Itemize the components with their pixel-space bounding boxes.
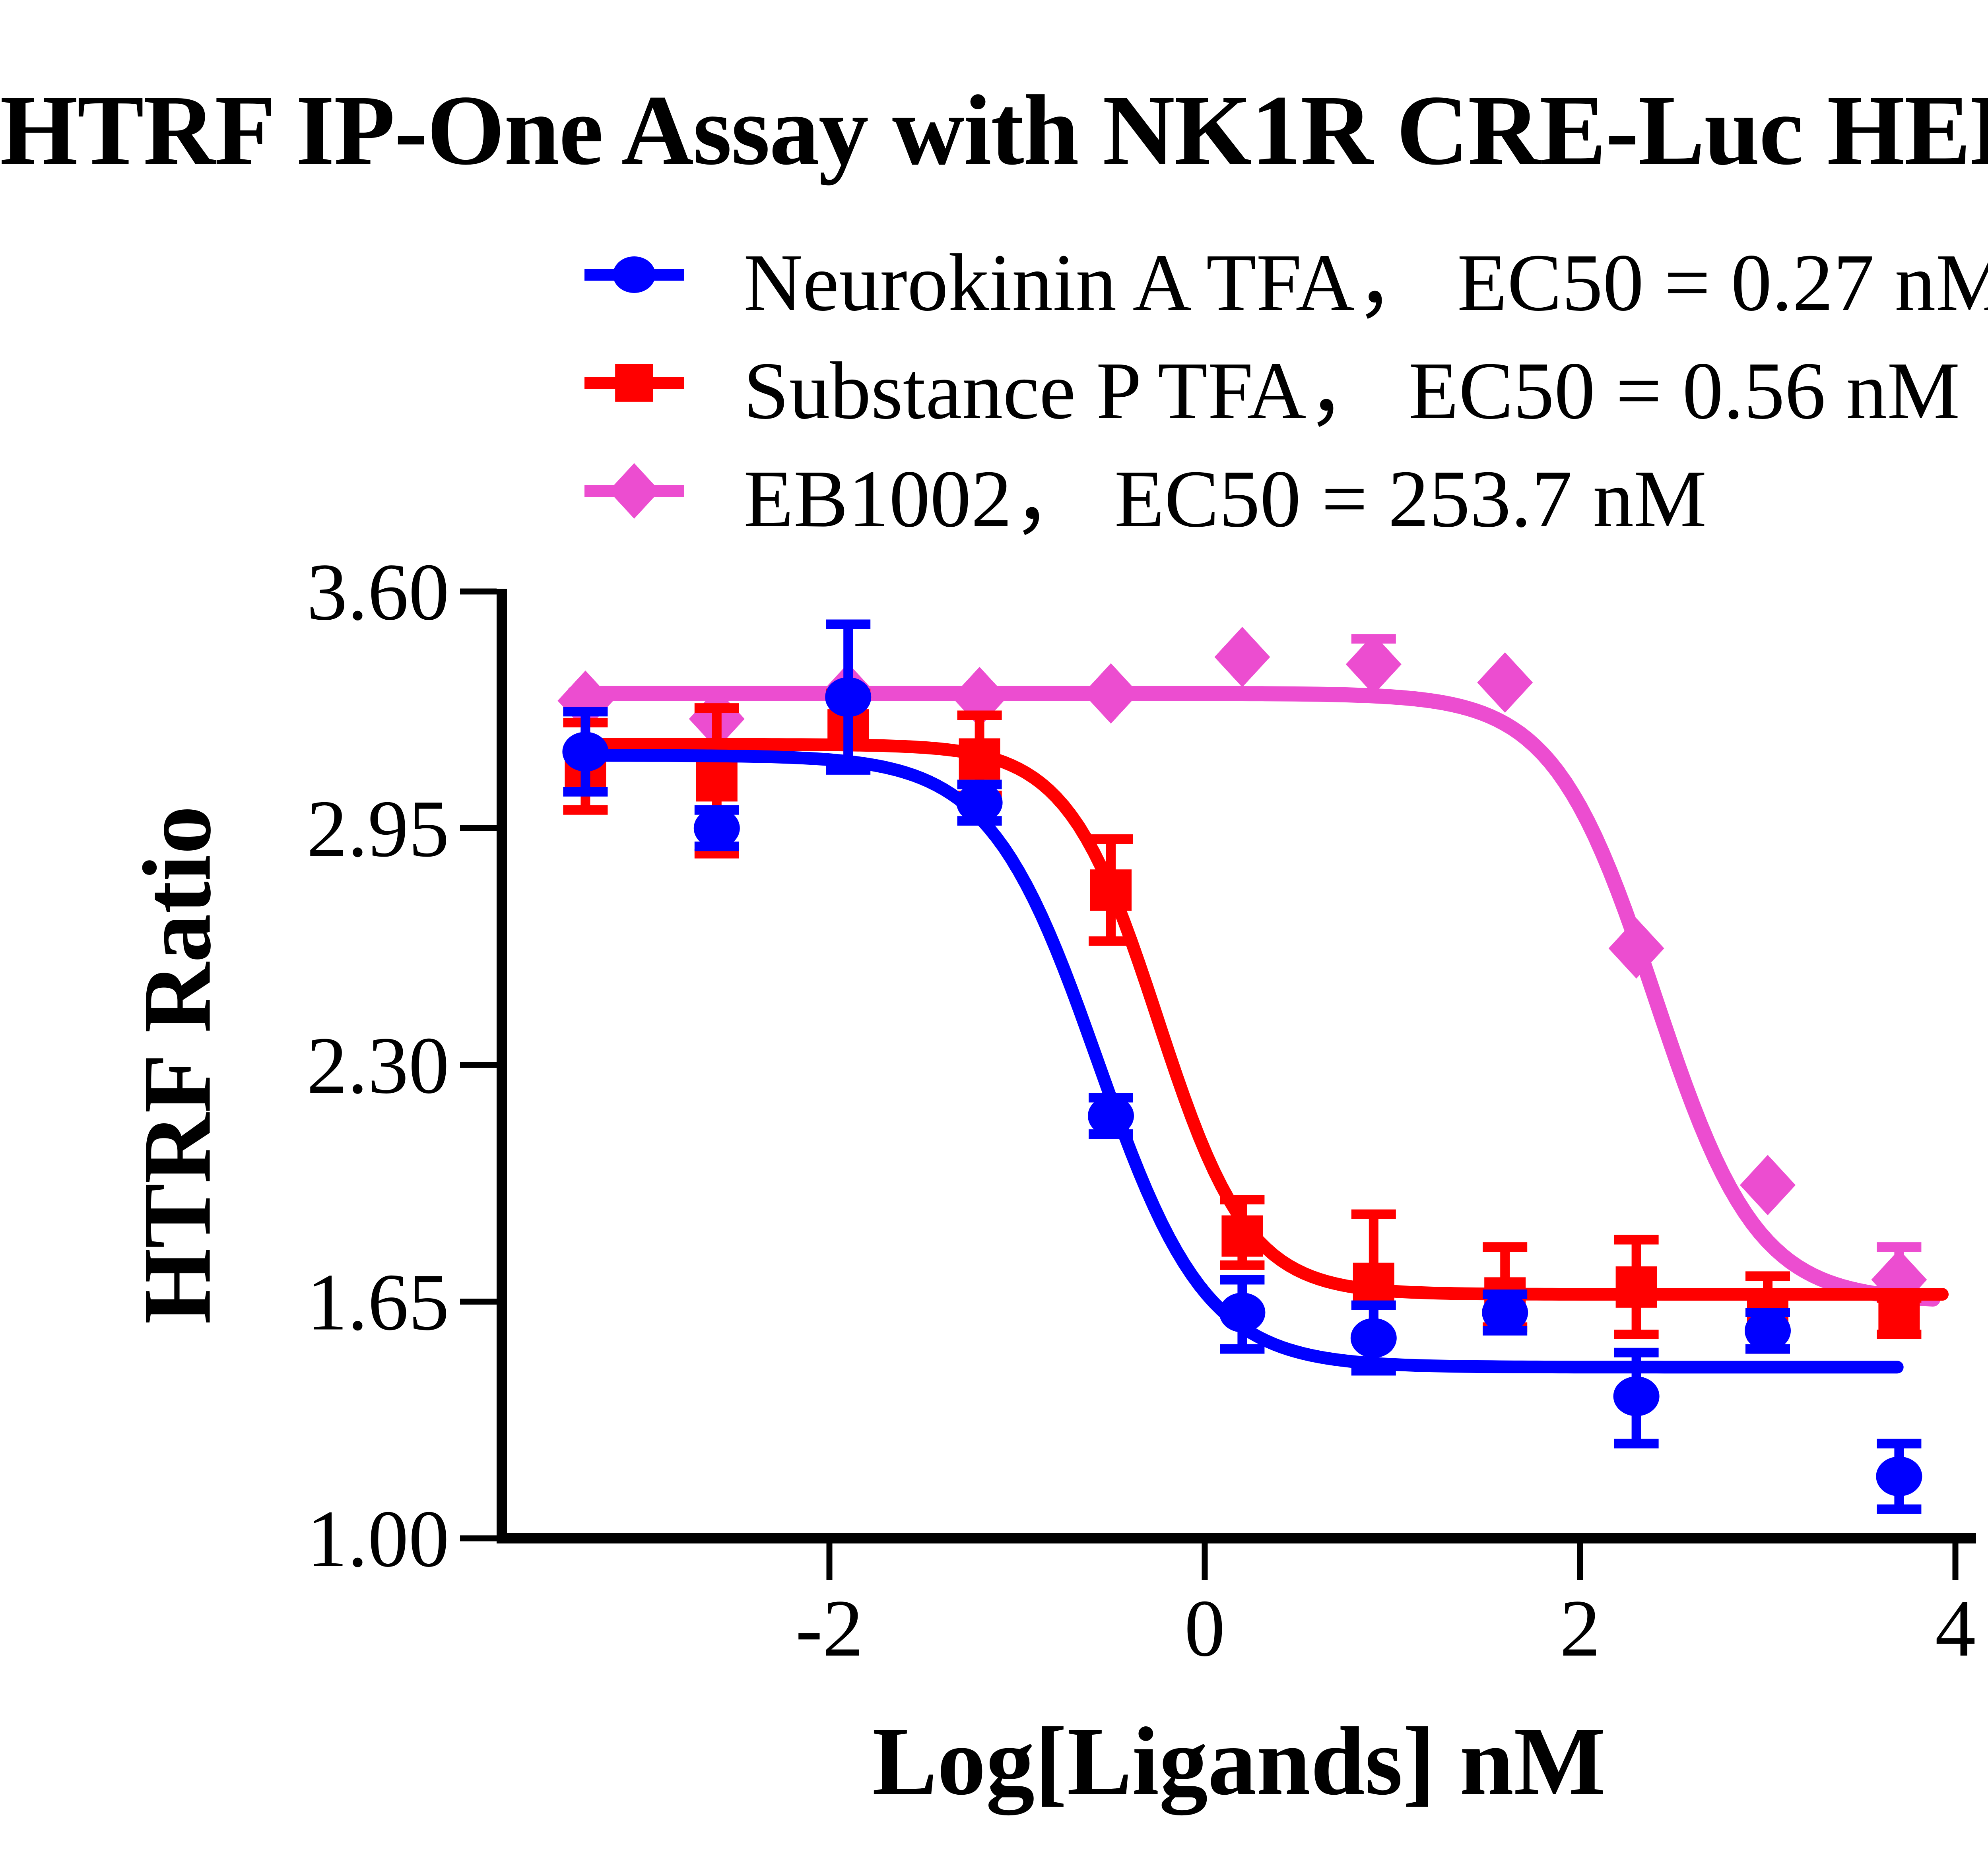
legend: Neurokinin A TFA， EC50 = 0.27 nM Substan… bbox=[580, 221, 1988, 545]
chart-title: HTRF IP-One Assay with NK1R CRE-Luc HEK2… bbox=[0, 74, 1988, 186]
svg-text:2: 2 bbox=[1560, 1583, 1601, 1673]
svg-text:0: 0 bbox=[1184, 1583, 1225, 1673]
circle-marker-icon bbox=[584, 256, 684, 293]
legend-label: EB1002， EC50 = 253.7 nM bbox=[744, 453, 1707, 544]
legend-item-substance-p-tfa: Substance P TFA， EC50 = 0.56 nM bbox=[580, 329, 1988, 437]
svg-text:1.65: 1.65 bbox=[307, 1257, 449, 1347]
svg-text:-2: -2 bbox=[796, 1583, 864, 1673]
diamond-marker-icon bbox=[584, 463, 684, 519]
x-axis-label: Log[Ligands] nM bbox=[872, 1707, 1606, 1815]
legend-item-neurokinin-a-tfa: Neurokinin A TFA， EC50 = 0.27 nM bbox=[580, 221, 1988, 329]
svg-text:2.95: 2.95 bbox=[307, 783, 449, 874]
legend-label: Substance P TFA， EC50 = 0.56 nM bbox=[744, 345, 1960, 436]
svg-text:1.00: 1.00 bbox=[307, 1494, 449, 1584]
square-marker-icon bbox=[584, 364, 684, 402]
legend-item-eb1002: EB1002， EC50 = 253.7 nM bbox=[580, 437, 1988, 545]
svg-text:2.30: 2.30 bbox=[307, 1020, 449, 1111]
legend-label: Neurokinin A TFA， EC50 = 0.27 nM bbox=[744, 237, 1988, 328]
svg-text:4: 4 bbox=[1935, 1583, 1976, 1673]
svg-text:3.60: 3.60 bbox=[307, 547, 449, 637]
